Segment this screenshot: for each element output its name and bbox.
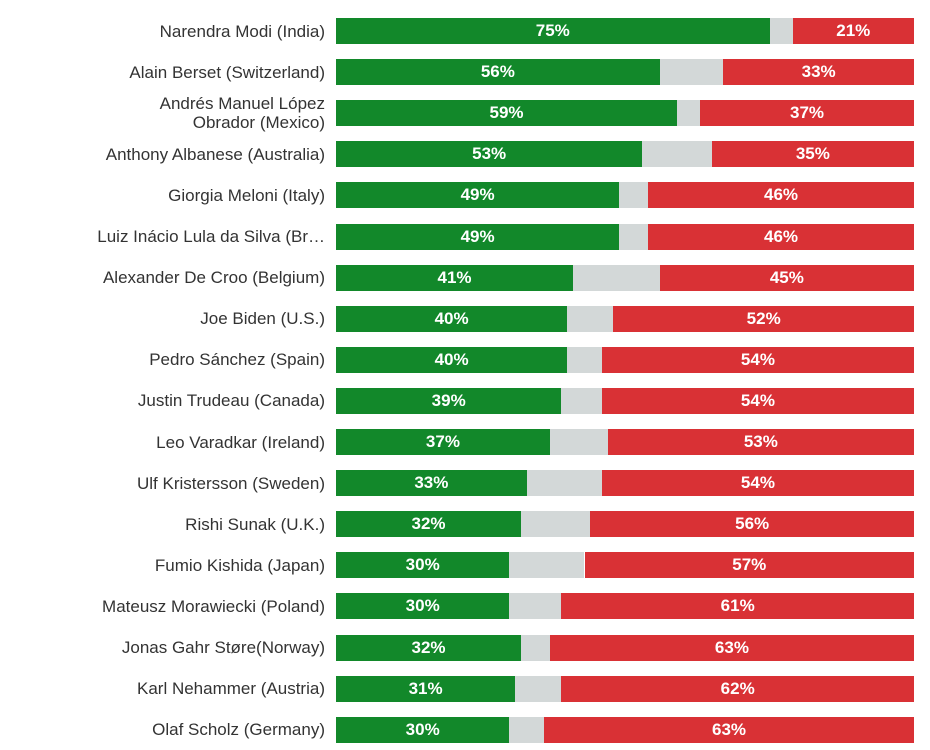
- neutral-bar: [561, 387, 602, 414]
- category-label: Alain Berset (Switzerland): [129, 62, 325, 82]
- chart-row: Ulf Kristersson (Sweden) 33% 54%: [0, 470, 930, 497]
- chart-row: Andrés Manuel López Obrador (Mexico) 59% 3…: [0, 94, 930, 132]
- approve-bar: [336, 305, 568, 332]
- disapprove-bar: [601, 470, 914, 497]
- disapprove-bar: [561, 593, 914, 620]
- chart-row: Joe Biden (U.S.) 40% 52%: [0, 305, 930, 332]
- approve-bar: [336, 182, 620, 209]
- neutral-bar: [659, 59, 724, 86]
- disapprove-bar: [601, 346, 914, 373]
- approve-bar: [336, 223, 620, 250]
- approve-bar: [336, 141, 643, 168]
- neutral-bar: [515, 675, 562, 702]
- chart-row: Pedro Sánchez (Spain) 40% 54%: [0, 346, 930, 373]
- disapprove-bar: [723, 59, 914, 86]
- neutral-bar: [567, 305, 614, 332]
- neutral-bar: [769, 18, 793, 44]
- neutral-bar: [677, 100, 701, 127]
- chart-row: Rishi Sunak (U.K.) 32% 56%: [0, 511, 930, 538]
- approve-bar: [336, 675, 516, 702]
- category-label: Anthony Albanese (Australia): [105, 144, 325, 164]
- neutral-bar: [567, 346, 602, 373]
- neutral-bar: [526, 470, 602, 497]
- category-label: Justin Trudeau (Canada): [137, 391, 325, 411]
- chart-row: Alexander De Croo (Belgium) 41% 45%: [0, 264, 930, 291]
- disapprove-bar: [584, 552, 914, 579]
- category-label: Giorgia Meloni (Italy): [168, 185, 325, 205]
- disapprove-bar: [613, 305, 914, 332]
- neutral-bar: [619, 182, 649, 209]
- category-label: Rishi Sunak (U.K.): [185, 514, 325, 534]
- chart-row: Olaf Scholz (Germany) 30% 63%: [0, 716, 930, 743]
- neutral-bar: [521, 511, 591, 538]
- category-label: Jonas Gahr Støre(Norway): [121, 638, 325, 657]
- disapprove-bar: [648, 182, 914, 209]
- disapprove-bar: [544, 716, 914, 743]
- category-label: Narendra Modi (India): [159, 21, 325, 41]
- category-label: Leo Varadkar (Ireland): [156, 432, 325, 452]
- category-label: Joe Biden (U.S.): [200, 309, 325, 329]
- approve-bar: [336, 593, 510, 620]
- category-label: Mateusz Morawiecki (Poland): [102, 596, 325, 616]
- approve-bar: [336, 511, 521, 538]
- disapprove-bar: [792, 18, 914, 44]
- chart-row: Anthony Albanese (Australia) 53% 35%: [0, 141, 930, 168]
- disapprove-bar: [561, 675, 914, 702]
- approve-bar: [336, 716, 510, 743]
- disapprove-bar: [549, 634, 914, 661]
- approve-bar: [336, 552, 510, 579]
- disapprove-bar: [590, 511, 914, 538]
- chart-row: Karl Nehammer (Austria) 31% 62%: [0, 675, 930, 702]
- category-label: Luiz Inácio Lula da Silva (Br…: [97, 227, 325, 246]
- chart-row: Justin Trudeau (Canada) 39% 54%: [0, 387, 930, 414]
- chart-row: Narendra Modi (India) 75% 21%: [0, 18, 930, 44]
- disapprove-bar: [648, 223, 914, 250]
- category-label: Karl Nehammer (Austria): [137, 679, 325, 699]
- approve-bar: [336, 100, 677, 127]
- neutral-bar: [509, 552, 585, 579]
- category-label: Ulf Kristersson (Sweden): [136, 473, 325, 493]
- approve-bar: [336, 346, 568, 373]
- disapprove-bar: [601, 387, 914, 414]
- approve-bar: [336, 429, 550, 455]
- neutral-bar: [509, 593, 562, 620]
- chart-row: Luiz Inácio Lula da Silva (Br… 49% 46%: [0, 223, 930, 250]
- neutral-bar: [549, 429, 608, 455]
- approve-bar: [336, 264, 573, 291]
- approve-bar: [336, 387, 562, 414]
- chart-row: Jonas Gahr Støre(Norway) 32% 63%: [0, 634, 930, 661]
- disapprove-bar: [607, 429, 914, 455]
- chart-row: Leo Varadkar (Ireland) 37% 53%: [0, 429, 930, 455]
- category-label: Fumio Kishida (Japan): [154, 555, 325, 575]
- disapprove-bar: [711, 141, 914, 168]
- chart-row: Giorgia Meloni (Italy) 49% 46%: [0, 182, 930, 209]
- neutral-bar: [619, 223, 649, 250]
- approve-bar: [336, 18, 770, 44]
- category-label: Olaf Scholz (Germany): [152, 720, 325, 740]
- neutral-bar: [509, 716, 545, 743]
- category-label: Alexander De Croo (Belgium): [102, 268, 325, 288]
- neutral-bar: [573, 264, 660, 291]
- chart-row: Alain Berset (Switzerland) 56% 33%: [0, 59, 930, 86]
- chart-row: Mateusz Morawiecki (Poland) 30% 61%: [0, 593, 930, 620]
- chart-row: Fumio Kishida (Japan) 30% 57%: [0, 552, 930, 579]
- approve-bar: [336, 634, 521, 661]
- category-label: Pedro Sánchez (Spain): [149, 350, 325, 370]
- category-label: Andrés Manuel López Obrador (Mexico): [159, 94, 325, 133]
- approve-bar: [336, 470, 527, 497]
- disapprove-bar: [659, 264, 914, 291]
- neutral-bar: [521, 634, 550, 661]
- disapprove-bar: [700, 100, 914, 127]
- neutral-bar: [642, 141, 712, 168]
- approve-bar: [336, 59, 660, 86]
